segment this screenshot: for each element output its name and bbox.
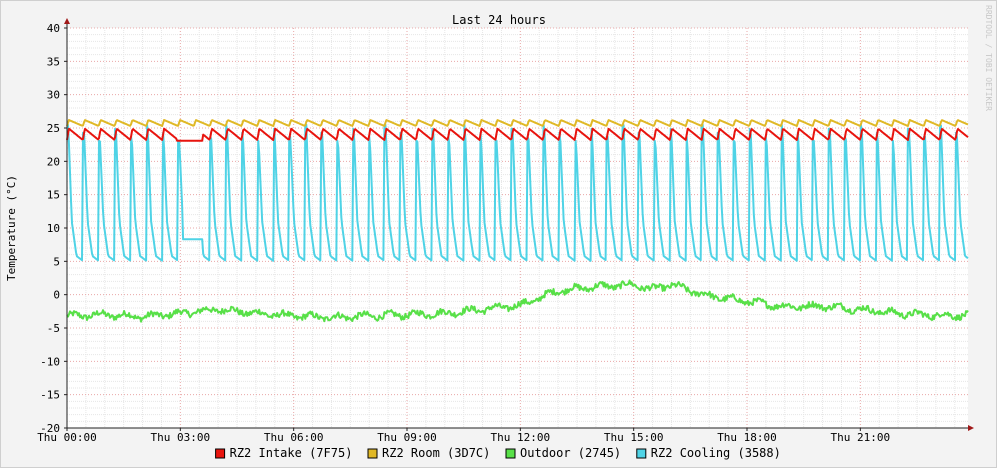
y-tick-label: 35 <box>47 55 60 68</box>
legend-swatch <box>367 448 378 459</box>
y-axis-arrow <box>64 18 70 24</box>
legend-item: RZ2 Cooling (3588) <box>636 446 781 460</box>
y-tick-label: 15 <box>47 189 60 202</box>
series-layer <box>66 119 969 323</box>
x-tick-labels: Thu 00:00 Thu 03:00 Thu 06:00 Thu 09:00 Thu … <box>37 428 890 444</box>
y-tick-label: -10 <box>40 355 60 368</box>
y-tick-label: 20 <box>47 155 60 168</box>
legend-swatch <box>505 448 516 459</box>
rrdtool-watermark: RRDTOOL / TOBI OETIKER <box>984 5 993 111</box>
y-tick-label: 25 <box>47 122 60 135</box>
x-tick-label: Thu 18:00 <box>717 431 777 444</box>
x-tick-label: Thu 15:00 <box>604 431 664 444</box>
y-tick-label: 0 <box>53 289 60 302</box>
legend: RZ2 Intake (7F75) RZ2 Room (3D7C) Outdoor … <box>215 446 781 460</box>
y-tick-label: 30 <box>47 89 60 102</box>
legend-swatch <box>636 448 647 459</box>
series-line-outdoor-2745 <box>66 279 969 323</box>
legend-item: RZ2 Intake (7F75) <box>215 446 353 460</box>
y-axis-label: Temperature (°C) <box>5 175 18 281</box>
legend-label: RZ2 Cooling (3588) <box>651 446 781 460</box>
x-tick-label: Thu 06:00 <box>264 431 324 444</box>
y-tick-label: 5 <box>53 255 60 268</box>
legend-label: Outdoor (2745) <box>520 446 621 460</box>
x-tick-label: Thu 03:00 <box>151 431 211 444</box>
y-tick-label: 10 <box>47 222 60 235</box>
x-tick-label: Thu 09:00 <box>377 431 437 444</box>
legend-swatch <box>215 448 226 459</box>
legend-label: RZ2 Room (3D7C) <box>382 446 490 460</box>
series-line-rz2-room-3d7c <box>66 119 969 127</box>
legend-item: Outdoor (2745) <box>505 446 621 460</box>
x-axis-arrow <box>968 425 974 431</box>
x-tick-label: Thu 00:00 <box>37 431 97 444</box>
y-tick-label: -20 <box>40 422 60 435</box>
y-tick-label: 40 <box>47 22 60 35</box>
x-tick-label: Thu 21:00 <box>831 431 891 444</box>
y-tick-label: -15 <box>40 389 60 402</box>
legend-item: RZ2 Room (3D7C) <box>367 446 490 460</box>
legend-label: RZ2 Intake (7F75) <box>230 446 353 460</box>
x-tick-label: Thu 12:00 <box>491 431 551 444</box>
series-line-rz2-intake-7f75 <box>66 127 969 142</box>
chart-title: Last 24 hours <box>452 13 546 27</box>
y-tick-labels: 40 35 30 25 20 15 10 5 0 -5 -10 -15 -20 <box>40 22 67 435</box>
series-line-rz2-cooling-3588 <box>67 123 969 262</box>
y-tick-label: -5 <box>47 322 60 335</box>
